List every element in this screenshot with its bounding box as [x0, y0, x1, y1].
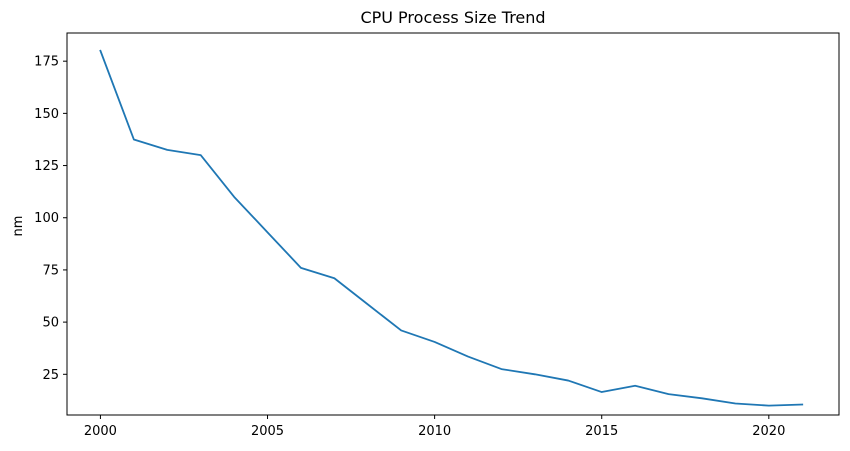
y-tick-label: 25: [42, 368, 59, 383]
data-point: [634, 385, 636, 387]
series-layer: [99, 49, 804, 407]
x-tick-label: 2005: [251, 424, 284, 439]
x-tick-label: 2000: [84, 424, 117, 439]
axis-ticks: 2000 2005 2010 2015 2020 25 50 75 100 125 150 175: [34, 55, 785, 439]
data-point: [501, 368, 503, 370]
y-tick-label: 150: [34, 107, 59, 122]
y-tick-label: 50: [42, 316, 59, 331]
data-point: [467, 356, 469, 358]
data-point: [768, 405, 770, 407]
x-tick-label: 2010: [418, 424, 451, 439]
data-point: [233, 196, 235, 198]
y-tick-label: 100: [34, 211, 59, 226]
y-axis-label: nm: [11, 216, 26, 237]
data-point: [534, 373, 536, 375]
data-point: [601, 391, 603, 393]
data-point: [367, 303, 369, 305]
y-tick-label: 125: [34, 159, 59, 174]
x-tick-label: 2015: [585, 424, 618, 439]
data-point: [300, 267, 302, 269]
data-point: [100, 50, 102, 52]
data-point: [567, 380, 569, 382]
data-point: [200, 154, 202, 156]
data-point: [133, 139, 135, 141]
plot-area-frame: [66, 32, 840, 416]
data-point: [668, 393, 670, 395]
data-point: [434, 341, 436, 343]
chart-title: CPU Process Size Trend: [360, 8, 545, 27]
y-tick-label: 175: [34, 55, 59, 70]
y-tick-label: 75: [42, 263, 59, 278]
data-point: [801, 404, 803, 406]
data-point: [734, 403, 736, 405]
x-tick-label: 2020: [752, 424, 785, 439]
data-point: [267, 231, 269, 233]
data-point: [333, 277, 335, 279]
data-point: [166, 149, 168, 151]
series-line: [99, 49, 804, 407]
data-point: [400, 330, 402, 332]
data-point: [701, 397, 703, 399]
